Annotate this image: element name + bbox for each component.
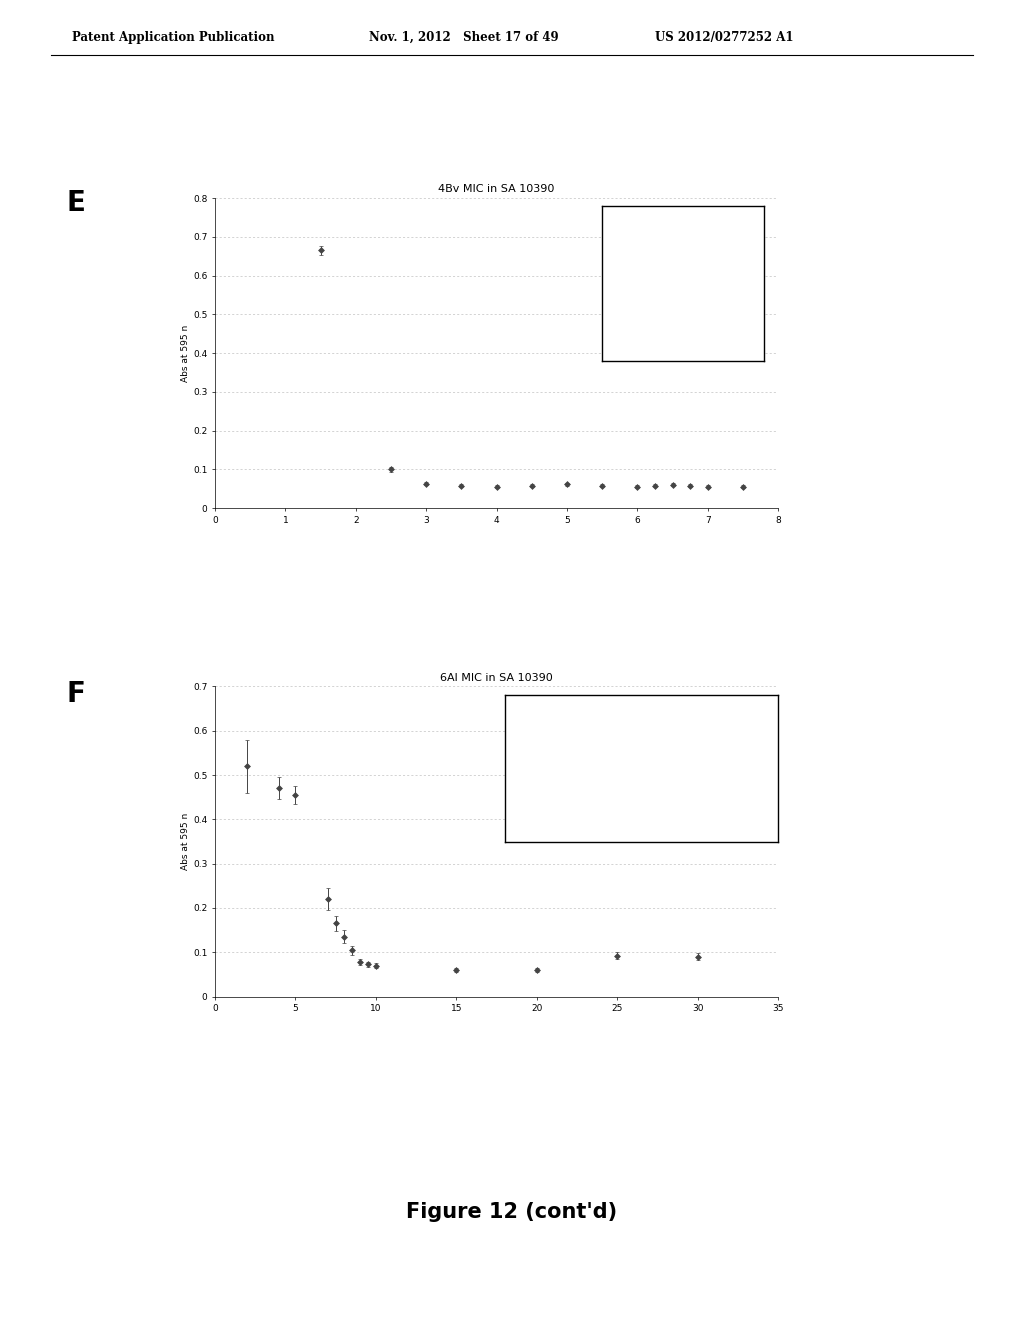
Y-axis label: Abs at 595 n: Abs at 595 n <box>181 325 190 381</box>
Text: E: E <box>67 189 85 218</box>
Text: US 2012/0277252 A1: US 2012/0277252 A1 <box>655 30 794 44</box>
Title: 4Bv MIC in SA 10390: 4Bv MIC in SA 10390 <box>438 185 555 194</box>
Text: Patent Application Publication: Patent Application Publication <box>72 30 274 44</box>
Text: Figure 12 (cont'd): Figure 12 (cont'd) <box>407 1201 617 1222</box>
Title: 6Al MIC in SA 10390: 6Al MIC in SA 10390 <box>440 673 553 682</box>
Text: F: F <box>67 680 85 709</box>
Text: Nov. 1, 2012   Sheet 17 of 49: Nov. 1, 2012 Sheet 17 of 49 <box>369 30 558 44</box>
Y-axis label: Abs at 595 n: Abs at 595 n <box>181 813 190 870</box>
